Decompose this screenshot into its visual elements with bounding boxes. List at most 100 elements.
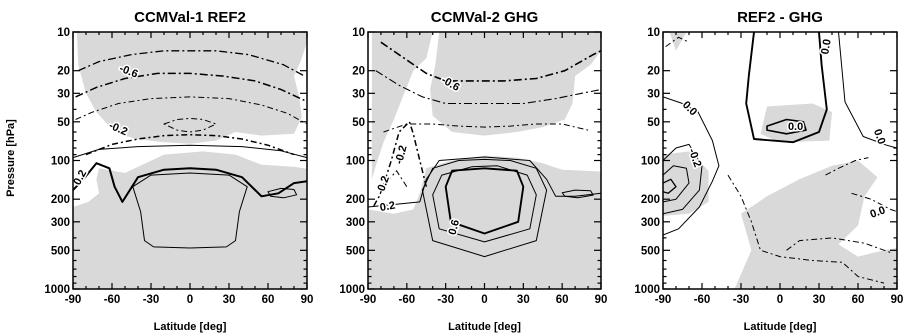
- contour-line-4: [663, 178, 677, 194]
- y-tick-label: 1000: [634, 284, 660, 296]
- panel-title: CCMVal-2 GHG: [431, 9, 539, 26]
- y-tick-label: 300: [346, 217, 365, 229]
- shaded-region-3: [368, 155, 601, 289]
- shaded-region-2: [430, 32, 601, 136]
- panel-3-plot-area: 0.00.00.00.0-0.2-0.20.00.00.00.00.00.0: [663, 32, 897, 289]
- x-tick-label: 60: [852, 294, 865, 306]
- contour-line-5: [385, 170, 408, 187]
- contour-label-halo-1: 0.0: [819, 38, 833, 55]
- y-tick-label: 50: [352, 117, 365, 129]
- x-axis-label: Latitude [deg]: [744, 321, 817, 333]
- contour-line-5: [745, 32, 828, 144]
- contour-line-8: [132, 172, 248, 249]
- contour-line-2: [375, 70, 601, 105]
- y-tick-label: 30: [352, 88, 365, 100]
- x-tick-label: 0: [187, 294, 193, 306]
- y-tick-label: 20: [352, 66, 365, 78]
- contour-line-4: [163, 117, 217, 133]
- x-tick-label: -30: [143, 294, 160, 306]
- figure-ylabel: Pressure [hPa]: [5, 119, 17, 197]
- shaded-region-2: [73, 151, 307, 289]
- contour-line-10: [561, 189, 594, 199]
- x-tick-label: 90: [301, 294, 314, 306]
- y-tick-label: 100: [641, 156, 660, 168]
- contour-line-9: [727, 174, 885, 284]
- x-axis-label: Latitude [deg]: [448, 321, 521, 333]
- contour-line-3: [75, 96, 307, 125]
- shaded-region-1: [76, 32, 307, 144]
- contour-label-5: 0.0: [871, 128, 888, 146]
- contour-label-halo-5: 0.6: [447, 218, 463, 236]
- x-tick-label: -90: [65, 294, 82, 306]
- y-tick-label: 300: [51, 217, 70, 229]
- x-tick-label: 60: [262, 294, 275, 306]
- y-tick-label: 100: [346, 156, 365, 168]
- panel-title: REF2 - GHG: [737, 9, 823, 26]
- y-tick-label: 20: [57, 66, 70, 78]
- contour-line-10: [786, 237, 891, 253]
- contour-label-2: -0.2: [393, 144, 410, 165]
- contour-label-4: 0.0: [788, 121, 803, 133]
- contour-line-4: [372, 121, 428, 208]
- panel-3: 0.00.00.00.0-0.2-0.20.00.00.00.00.00.0-9…: [634, 9, 903, 333]
- y-tick-label: 500: [346, 245, 365, 257]
- y-tick-label: 1000: [339, 284, 365, 296]
- x-tick-label: -90: [655, 294, 672, 306]
- x-tick-label: -60: [694, 294, 711, 306]
- contour-line-1: [663, 96, 720, 236]
- contour-line-6: [766, 118, 807, 135]
- y-tick-label: 50: [57, 117, 70, 129]
- contour-line-9: [267, 187, 298, 199]
- y-tick-label: 300: [641, 217, 660, 229]
- contour-line-7: [421, 158, 548, 258]
- y-tick-label: 10: [57, 27, 70, 39]
- x-tick-label: 30: [517, 294, 530, 306]
- x-tick-label: 30: [813, 294, 826, 306]
- panel-2: -0.6-0.6-0.2-0.2-0.2-0.20.20.20.60.6-90-…: [339, 9, 607, 333]
- contour-line-3: [663, 165, 690, 203]
- contour-line-6: [368, 156, 601, 208]
- contour-label-3: -0.2: [374, 174, 392, 196]
- x-tick-label: -60: [399, 294, 416, 306]
- shaded-region-2: [669, 32, 687, 51]
- x-tick-label: 0: [481, 294, 487, 306]
- contour-line-8: [444, 167, 525, 235]
- contour-line-1: [380, 41, 601, 82]
- x-tick-label: -30: [733, 294, 750, 306]
- y-tick-label: 500: [641, 245, 660, 257]
- contour-line-11: [851, 192, 897, 213]
- panel-1-plot-area: -0.6-0.6-0.2-0.20.20.2: [71, 32, 307, 289]
- y-tick-label: 20: [647, 66, 660, 78]
- y-tick-label: 500: [51, 245, 70, 257]
- y-tick-label: 100: [51, 156, 70, 168]
- contour-line-7: [73, 162, 307, 203]
- y-tick-label: 200: [346, 194, 365, 206]
- contour-line-7: [838, 32, 897, 149]
- y-tick-label: 10: [647, 27, 660, 39]
- panel-title: CCMVal-1 REF2: [134, 9, 246, 26]
- panel-1: -0.6-0.6-0.2-0.20.20.2 -90 -60 -30 0 30 60 90 10…: [44, 9, 313, 333]
- y-tick-label: 1000: [44, 284, 70, 296]
- x-tick-label: 90: [595, 294, 608, 306]
- contour-line-3: [383, 123, 589, 133]
- y-tick-label: 50: [647, 117, 660, 129]
- x-tick-label: 30: [223, 294, 236, 306]
- contour-line-2: [75, 72, 305, 101]
- contour-line-2: [663, 143, 703, 215]
- x-tick-label: -30: [437, 294, 454, 306]
- contour-label-5: 0.6: [447, 218, 463, 236]
- x-tick-label: -60: [104, 294, 121, 306]
- panel-2-plot-area: -0.6-0.6-0.2-0.2-0.2-0.20.20.20.60.6: [368, 32, 601, 289]
- y-tick-label: 30: [647, 88, 660, 100]
- contour-label-3: 0.2: [71, 168, 89, 187]
- contour-label-halo-4: 0.0: [788, 121, 803, 133]
- x-tick-label: 0: [777, 294, 783, 306]
- contour-line-8: [665, 36, 690, 48]
- contour-label-1: 0.0: [819, 38, 833, 55]
- y-tick-label: 30: [57, 88, 70, 100]
- x-tick-label: 60: [556, 294, 569, 306]
- y-tick-label: 200: [51, 194, 70, 206]
- shaded-region-1: [371, 32, 433, 180]
- shaded-region-4: [734, 160, 897, 289]
